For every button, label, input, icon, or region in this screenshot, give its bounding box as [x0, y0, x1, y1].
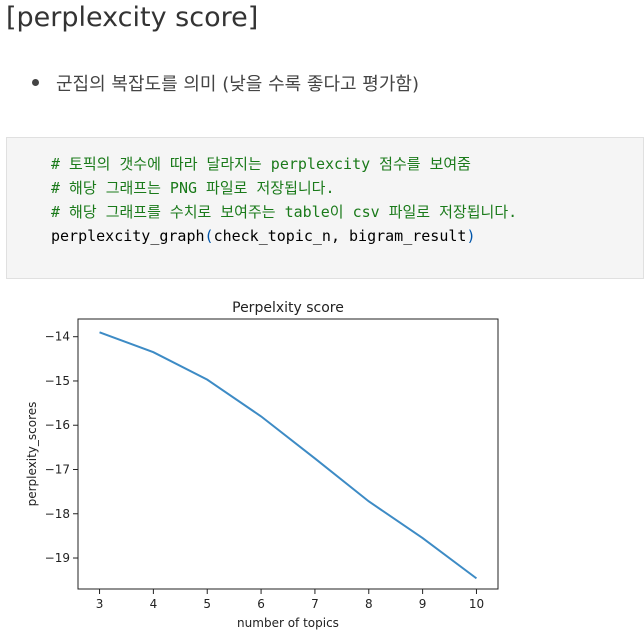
code-cell[interactable]: # 토픽의 갯수에 따라 달라지는 perplexcity 점수를 보여줌 # …: [6, 137, 644, 279]
y-tick-label: −17: [45, 462, 70, 476]
bullet-dot-icon: [32, 79, 39, 86]
x-tick-label: 9: [419, 597, 427, 611]
x-tick-label: 7: [311, 597, 319, 611]
chart-output: Perpelxity score −14 −15 −16 −17 −18 −19 3 4 5 6…: [20, 292, 520, 637]
y-axis-label: perplexity_scores: [25, 402, 39, 507]
code-close-paren: ): [466, 227, 475, 245]
bullet-list: 군집의 복잡도를 의미 (낮을 수록 좋다고 평가함): [32, 70, 419, 96]
x-tick-label: 6: [257, 597, 265, 611]
code-function-name: perplexcity_graph: [51, 227, 205, 245]
code-arguments: check_topic_n, bigram_result: [214, 227, 467, 245]
y-tick-label: −15: [45, 374, 70, 388]
x-tick-label: 8: [365, 597, 373, 611]
code-comment-line: # 토픽의 갯수에 따라 달라지는 perplexcity 점수를 보여줌: [51, 155, 471, 173]
x-tick-label: 4: [150, 597, 158, 611]
y-tick-label: −19: [45, 551, 70, 565]
code-open-paren: (: [205, 227, 214, 245]
bullet-text: 군집의 복잡도를 의미 (낮을 수록 좋다고 평가함): [56, 74, 419, 95]
page-title: [perplexcity score]: [6, 2, 258, 33]
code-comment-line: # 해당 그래프를 수치로 보여주는 table이 csv 파일로 저장됩니다.: [51, 203, 517, 221]
y-tick-label: −16: [45, 418, 70, 432]
x-tick-label: 10: [469, 597, 484, 611]
x-axis: 3 4 5 6 7 8 9 10: [96, 589, 484, 611]
perplexity-line-chart: Perpelxity score −14 −15 −16 −17 −18 −19 3 4 5 6…: [20, 292, 520, 637]
x-axis-label: number of topics: [237, 616, 339, 630]
x-tick-label: 3: [96, 597, 104, 611]
series-line: [100, 332, 477, 578]
x-tick-label: 5: [203, 597, 211, 611]
code-comment-line: # 해당 그래프는 PNG 파일로 저장됩니다.: [51, 179, 335, 197]
list-item: 군집의 복잡도를 의미 (낮을 수록 좋다고 평가함): [32, 70, 419, 96]
y-tick-label: −14: [45, 330, 70, 344]
y-axis: −14 −15 −16 −17 −18 −19: [45, 330, 78, 565]
chart-title: Perpelxity score: [232, 300, 344, 316]
data-points: [100, 332, 477, 578]
y-tick-label: −18: [45, 507, 70, 521]
code-block: # 토픽의 갯수에 따라 달라지는 perplexcity 점수를 보여줌 # …: [51, 152, 517, 248]
